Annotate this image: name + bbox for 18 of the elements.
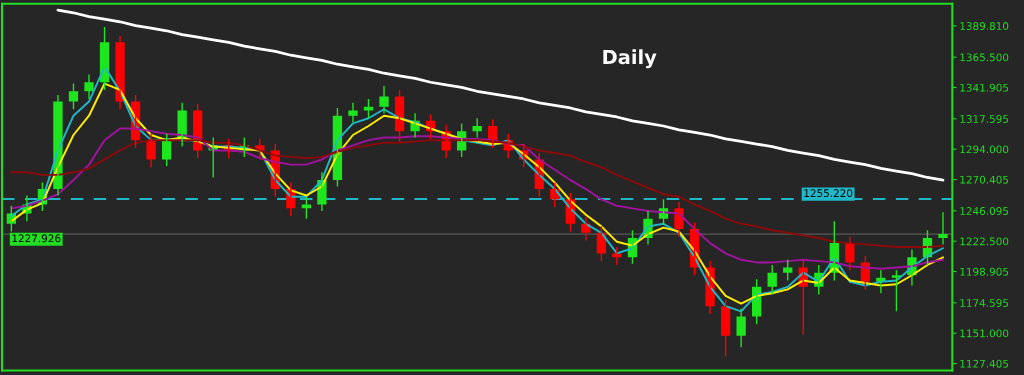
y-tick-label: 1127.405 [960,359,1009,368]
y-tick-label: 1270.405 [960,175,1009,184]
candlestick [68,82,79,110]
y-tick-label: 1174.595 [960,299,1009,307]
y-tick-label: 1317.595 [960,115,1009,123]
line-series [56,8,945,182]
text: Daily [603,49,657,69]
y-tick-label: 1151.000 [960,329,1009,338]
ref-line-label: 1227.926 [12,234,61,243]
y-tick-label: 1294.000 [960,145,1009,154]
candlestick [379,85,389,114]
y-tick-label: 1222.500 [960,237,1009,246]
y-tick-label: 1341.905 [960,83,1009,92]
y-tick-label: 1389.810 [960,22,1009,30]
y-tick-label: 1198.905 [960,267,1009,276]
y-tick-label: 1246.095 [960,207,1009,215]
y-tick-label: 1365.500 [960,53,1009,62]
ref-line-label: 1255.220 [804,189,853,198]
